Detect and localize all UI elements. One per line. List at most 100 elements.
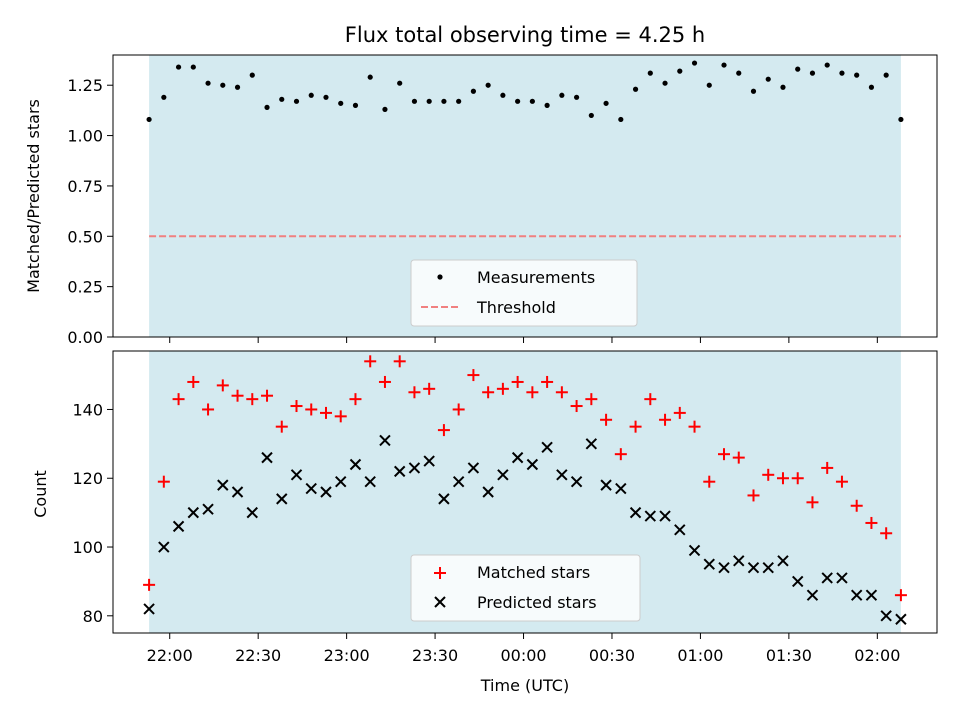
matched-stars-point	[806, 496, 819, 509]
measurement-point	[854, 72, 860, 78]
bottom-y-axis-label: Count	[31, 470, 50, 518]
predicted-stars-point	[497, 469, 509, 481]
predicted-stars-point	[438, 493, 450, 505]
predicted-stars-point	[733, 555, 745, 567]
x-tick-label: 22:00	[147, 646, 193, 665]
matched-stars-point	[202, 403, 215, 416]
matched-stars-point	[437, 424, 450, 437]
measurement-point	[809, 70, 816, 76]
predicted-stars-point	[600, 479, 612, 491]
predicted-stars-point	[526, 458, 539, 471]
matched-stars-point	[570, 400, 583, 413]
measurement-point	[691, 60, 698, 66]
measurement-point	[411, 98, 418, 104]
measurement-point	[515, 98, 521, 104]
matched-stars-point	[423, 382, 436, 395]
predicted-stars-point	[615, 482, 627, 495]
measurement-point	[588, 112, 594, 119]
matched-stars-point	[732, 451, 745, 464]
top-y-tick-label: 1.25	[67, 76, 103, 95]
predicted-stars-point	[895, 613, 907, 625]
measurement-point	[338, 100, 344, 106]
predicted-stars-point	[158, 541, 170, 553]
predicted-stars-point	[231, 486, 244, 498]
matched-stars-point	[496, 382, 509, 395]
predicted-stars-point	[364, 475, 376, 488]
legend-threshold-label: Threshold	[476, 298, 556, 317]
predicted-stars-point	[246, 506, 258, 519]
matched-stars-point	[614, 448, 627, 461]
measurement-point	[175, 64, 182, 70]
matched-stars-point	[364, 355, 377, 368]
measurement-point	[765, 76, 771, 82]
predicted-stars-point	[747, 561, 760, 574]
measurement-point	[662, 80, 668, 86]
predicted-stars-point	[143, 603, 155, 615]
matched-stars-point	[718, 448, 731, 461]
measurement-point	[529, 98, 535, 104]
matched-stars-point	[408, 386, 421, 399]
bottom-legend: Matched stars Predicted stars	[410, 554, 641, 622]
measurement-point	[750, 88, 757, 94]
matched-stars-point	[644, 393, 657, 406]
bottom-y-tick-label: 100	[72, 538, 103, 557]
matched-stars-point	[334, 410, 347, 423]
predicted-stars-point	[408, 462, 421, 474]
matched-stars-point	[246, 393, 259, 406]
matched-stars-point	[865, 516, 878, 529]
matched-stars-point	[821, 461, 834, 474]
legend-predicted-marker	[434, 596, 446, 608]
matched-stars-point	[231, 389, 244, 402]
matched-stars-point	[511, 375, 524, 388]
predicted-stars-point	[629, 506, 642, 519]
x-tick-label: 01:00	[677, 646, 723, 665]
predicted-stars-point	[276, 493, 288, 505]
predicted-stars-point	[452, 475, 465, 488]
predicted-stars-point	[880, 610, 892, 622]
predicted-stars-point	[393, 465, 406, 478]
measurement-point	[736, 70, 742, 76]
predicted-stars-point	[792, 575, 804, 588]
measurement-point	[485, 82, 491, 88]
predicted-stars-point	[320, 486, 332, 498]
predicted-stars-point	[762, 561, 774, 574]
predicted-stars-point	[541, 441, 553, 453]
top-y-tick-label: 1.00	[67, 127, 103, 146]
predicted-stars-point	[865, 589, 878, 601]
matched-stars-point	[850, 499, 863, 512]
top-panel: 0.00 0.25 0.50 0.75 1.00 1.25 Matched/Predict…	[24, 54, 938, 347]
measurement-point	[868, 84, 875, 90]
matched-stars-point	[703, 475, 716, 488]
x-tick-label: 01:30	[766, 646, 812, 665]
predicted-stars-point	[777, 555, 789, 567]
measurement-point	[839, 70, 845, 76]
predicted-stars-point	[202, 503, 214, 515]
top-y-tick-label: 0.00	[67, 328, 103, 347]
measurement-point	[898, 116, 904, 123]
predicted-stars-point	[836, 572, 848, 584]
measurement-point	[677, 68, 683, 74]
predicted-stars-point	[806, 589, 819, 601]
predicted-stars-point	[674, 524, 686, 536]
measurement-point	[456, 98, 462, 104]
measurement-point	[706, 82, 712, 88]
predicted-stars-point	[290, 469, 303, 481]
predicted-stars-point	[349, 458, 362, 471]
predicted-stars-point	[467, 462, 480, 474]
top-y-tick-label: 0.50	[67, 227, 103, 246]
measurement-point	[824, 62, 830, 68]
predicted-stars-point	[423, 455, 435, 467]
measurement-point	[883, 72, 889, 78]
top-y-tick-label: 0.75	[67, 177, 103, 196]
matched-stars-point	[585, 393, 598, 406]
matched-stars-point	[541, 375, 554, 388]
measurement-point	[279, 96, 285, 102]
measurement-point	[146, 116, 152, 123]
matched-stars-point	[600, 413, 613, 426]
matched-stars-point	[555, 386, 568, 399]
matched-stars-point	[378, 375, 391, 388]
measurement-point	[647, 70, 653, 76]
measurement-point	[264, 104, 270, 110]
measurement-point	[618, 116, 624, 123]
